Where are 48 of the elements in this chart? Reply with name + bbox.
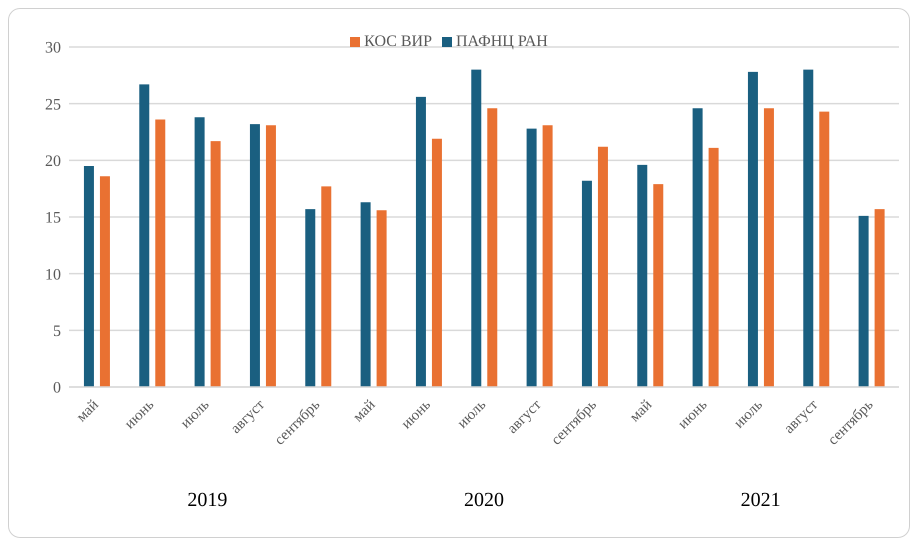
bar <box>360 202 371 387</box>
bar <box>471 70 482 387</box>
bar <box>598 146 608 387</box>
bar <box>803 70 814 387</box>
bar <box>155 120 166 387</box>
bar <box>542 125 553 387</box>
y-tick-label: 0 <box>53 380 61 397</box>
x-tick-label: июль <box>454 396 490 432</box>
text: 2019 <box>186 489 228 512</box>
bar <box>194 117 205 387</box>
text: 2021 <box>740 489 782 512</box>
bar <box>764 108 774 387</box>
bar <box>582 180 592 387</box>
x-tick-label: май <box>350 396 379 426</box>
bar <box>708 148 719 387</box>
y-tick-label: 15 <box>45 210 61 227</box>
bar <box>819 112 830 387</box>
y-tick-label: 30 <box>45 40 61 57</box>
x-tick-label: июль <box>731 396 766 432</box>
bar <box>653 184 664 387</box>
bar <box>376 210 387 387</box>
bar <box>858 216 869 387</box>
y-tick-label: 10 <box>45 266 61 284</box>
y-tick-label: 20 <box>45 153 61 170</box>
bar <box>250 124 260 387</box>
y-tick-label: 5 <box>53 323 61 340</box>
bar <box>637 164 648 387</box>
bar <box>210 141 221 387</box>
bar <box>266 125 276 387</box>
bar <box>84 166 94 387</box>
x-tick-label: май <box>626 396 656 426</box>
legend-label: ПАФНЦ РАН <box>456 33 548 50</box>
bar <box>321 186 332 387</box>
text: 2020 <box>463 489 505 512</box>
x-tick-label: июль <box>178 396 213 432</box>
bar <box>748 72 758 387</box>
bar <box>305 209 316 387</box>
bar <box>526 128 537 387</box>
bar <box>100 176 110 387</box>
y-tick-label: 25 <box>45 96 61 114</box>
x-tick-label: май <box>74 396 102 426</box>
bar <box>874 209 885 387</box>
bar <box>487 108 498 387</box>
bar <box>139 84 150 387</box>
bar <box>416 96 426 387</box>
bar <box>692 108 703 387</box>
bar <box>432 138 442 387</box>
legend-label: КОС ВИР <box>364 33 432 50</box>
